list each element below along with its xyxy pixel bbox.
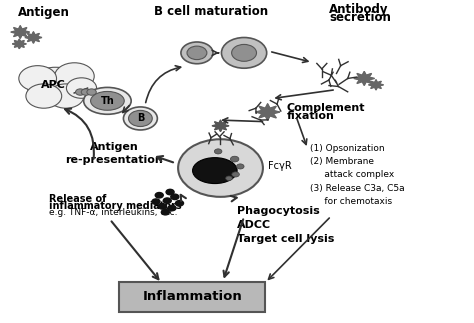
Text: Th: Th bbox=[100, 96, 114, 106]
Text: (1) Opsonization
(2) Membrane
     attack complex
(3) Release C3a, C5a
     for : (1) Opsonization (2) Membrane attack com… bbox=[310, 144, 405, 206]
Text: B cell maturation: B cell maturation bbox=[154, 5, 268, 18]
Text: APC: APC bbox=[41, 80, 66, 90]
Circle shape bbox=[181, 42, 213, 64]
Text: Antibody: Antibody bbox=[329, 3, 388, 16]
Circle shape bbox=[158, 204, 166, 209]
Ellipse shape bbox=[192, 158, 237, 183]
Polygon shape bbox=[212, 120, 229, 131]
Circle shape bbox=[161, 210, 169, 215]
Circle shape bbox=[214, 149, 222, 154]
Circle shape bbox=[163, 198, 171, 203]
Circle shape bbox=[232, 172, 239, 177]
Circle shape bbox=[75, 89, 85, 95]
Ellipse shape bbox=[84, 88, 131, 114]
Text: inflammatory mediators: inflammatory mediators bbox=[48, 202, 181, 212]
Circle shape bbox=[48, 84, 84, 108]
Circle shape bbox=[166, 189, 174, 195]
Polygon shape bbox=[368, 80, 383, 90]
Circle shape bbox=[87, 89, 96, 95]
Text: Phagocytosis
ADCC
Target cell lysis: Phagocytosis ADCC Target cell lysis bbox=[237, 206, 334, 245]
FancyBboxPatch shape bbox=[119, 282, 265, 312]
Text: secretion: secretion bbox=[329, 11, 391, 24]
Circle shape bbox=[55, 63, 94, 90]
Ellipse shape bbox=[91, 91, 124, 110]
Polygon shape bbox=[11, 26, 30, 38]
Circle shape bbox=[81, 89, 91, 95]
Circle shape bbox=[237, 164, 244, 169]
Text: FcγR: FcγR bbox=[268, 162, 292, 172]
Text: Antigen
re-presentation: Antigen re-presentation bbox=[65, 142, 164, 165]
Circle shape bbox=[187, 46, 207, 60]
Circle shape bbox=[178, 139, 263, 197]
Text: Antigen: Antigen bbox=[18, 6, 70, 19]
Circle shape bbox=[128, 110, 152, 127]
Text: fixation: fixation bbox=[286, 111, 334, 121]
Text: e.g. TNF-α, interleukins, etc.: e.g. TNF-α, interleukins, etc. bbox=[48, 208, 177, 217]
Circle shape bbox=[27, 67, 84, 106]
Text: Inflammation: Inflammation bbox=[142, 290, 242, 303]
Circle shape bbox=[168, 205, 176, 211]
Circle shape bbox=[66, 78, 97, 98]
Polygon shape bbox=[255, 104, 280, 120]
Circle shape bbox=[232, 45, 256, 61]
Circle shape bbox=[221, 37, 267, 68]
Circle shape bbox=[230, 156, 239, 162]
Text: Release of: Release of bbox=[48, 194, 106, 204]
Circle shape bbox=[171, 194, 179, 200]
Polygon shape bbox=[25, 32, 42, 43]
Polygon shape bbox=[354, 71, 374, 86]
Polygon shape bbox=[12, 39, 27, 49]
Circle shape bbox=[155, 193, 163, 198]
Circle shape bbox=[152, 199, 160, 204]
Circle shape bbox=[123, 107, 157, 130]
Circle shape bbox=[19, 66, 56, 91]
Circle shape bbox=[175, 201, 183, 206]
Circle shape bbox=[226, 176, 232, 181]
Circle shape bbox=[26, 84, 62, 108]
Text: Complement: Complement bbox=[286, 103, 365, 113]
Text: B: B bbox=[137, 113, 144, 123]
